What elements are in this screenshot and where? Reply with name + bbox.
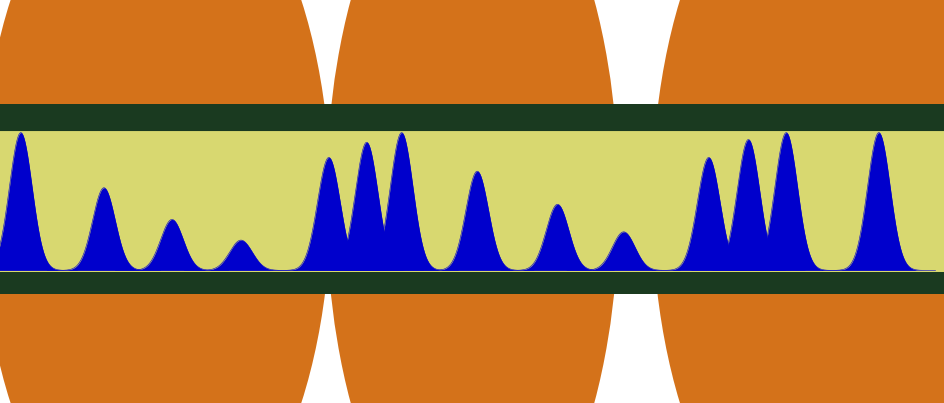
Bar: [0, 272, 944, 294]
Ellipse shape: [326, 0, 618, 403]
Ellipse shape: [651, 0, 944, 403]
Bar: [0, 125, 944, 278]
Ellipse shape: [0, 0, 330, 403]
Bar: [0, 104, 944, 130]
